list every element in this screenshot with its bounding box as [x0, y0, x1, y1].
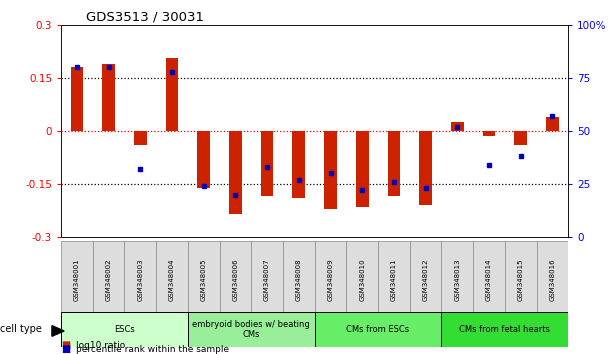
Bar: [546, 117, 558, 131]
Text: GSM348013: GSM348013: [455, 258, 460, 301]
Text: GSM348010: GSM348010: [359, 258, 365, 301]
Text: CMs from ESCs: CMs from ESCs: [346, 325, 409, 334]
Text: log10 ratio: log10 ratio: [76, 341, 126, 350]
Text: GSM348011: GSM348011: [391, 258, 397, 301]
Text: embryoid bodies w/ beating
CMs: embryoid bodies w/ beating CMs: [192, 320, 310, 339]
Bar: [419, 131, 432, 205]
Text: GSM348005: GSM348005: [201, 258, 207, 301]
Bar: [346, 241, 378, 319]
Bar: [441, 312, 568, 347]
Bar: [315, 312, 441, 347]
Text: GSM348001: GSM348001: [74, 258, 80, 301]
Bar: [315, 241, 346, 319]
Bar: [156, 241, 188, 319]
Bar: [261, 131, 274, 196]
Bar: [483, 131, 496, 136]
Text: GSM348006: GSM348006: [232, 258, 238, 301]
Bar: [324, 131, 337, 209]
Bar: [251, 241, 283, 319]
Bar: [219, 241, 251, 319]
Bar: [125, 241, 156, 319]
Bar: [441, 241, 473, 319]
Text: GSM348002: GSM348002: [106, 258, 112, 301]
Bar: [283, 241, 315, 319]
Text: GSM348008: GSM348008: [296, 258, 302, 301]
Text: GSM348007: GSM348007: [264, 258, 270, 301]
Text: ■: ■: [61, 344, 70, 354]
Bar: [61, 241, 93, 319]
Bar: [410, 241, 441, 319]
Bar: [71, 67, 83, 131]
Bar: [378, 241, 410, 319]
Text: ■: ■: [61, 340, 70, 350]
Bar: [61, 312, 188, 347]
Bar: [188, 312, 315, 347]
Text: GSM348015: GSM348015: [518, 258, 524, 301]
Bar: [505, 241, 536, 319]
Text: cell type: cell type: [0, 324, 42, 334]
Text: GDS3513 / 30031: GDS3513 / 30031: [87, 11, 205, 24]
Text: CMs from fetal hearts: CMs from fetal hearts: [459, 325, 551, 334]
Bar: [514, 131, 527, 145]
Bar: [102, 64, 115, 131]
Bar: [166, 58, 178, 131]
Bar: [356, 131, 368, 207]
Bar: [188, 241, 219, 319]
Text: percentile rank within the sample: percentile rank within the sample: [76, 345, 230, 354]
Bar: [473, 241, 505, 319]
Bar: [451, 122, 464, 131]
Bar: [197, 131, 210, 188]
Bar: [134, 131, 147, 145]
Text: GSM348009: GSM348009: [327, 258, 334, 301]
Bar: [536, 241, 568, 319]
Text: ESCs: ESCs: [114, 325, 135, 334]
Bar: [293, 131, 305, 198]
Text: GSM348004: GSM348004: [169, 258, 175, 301]
Bar: [93, 241, 125, 319]
Text: GSM348014: GSM348014: [486, 258, 492, 301]
Text: GSM348012: GSM348012: [423, 258, 428, 301]
Text: GSM348016: GSM348016: [549, 258, 555, 301]
Bar: [387, 131, 400, 196]
Bar: [229, 131, 242, 214]
Text: GSM348003: GSM348003: [137, 258, 144, 301]
